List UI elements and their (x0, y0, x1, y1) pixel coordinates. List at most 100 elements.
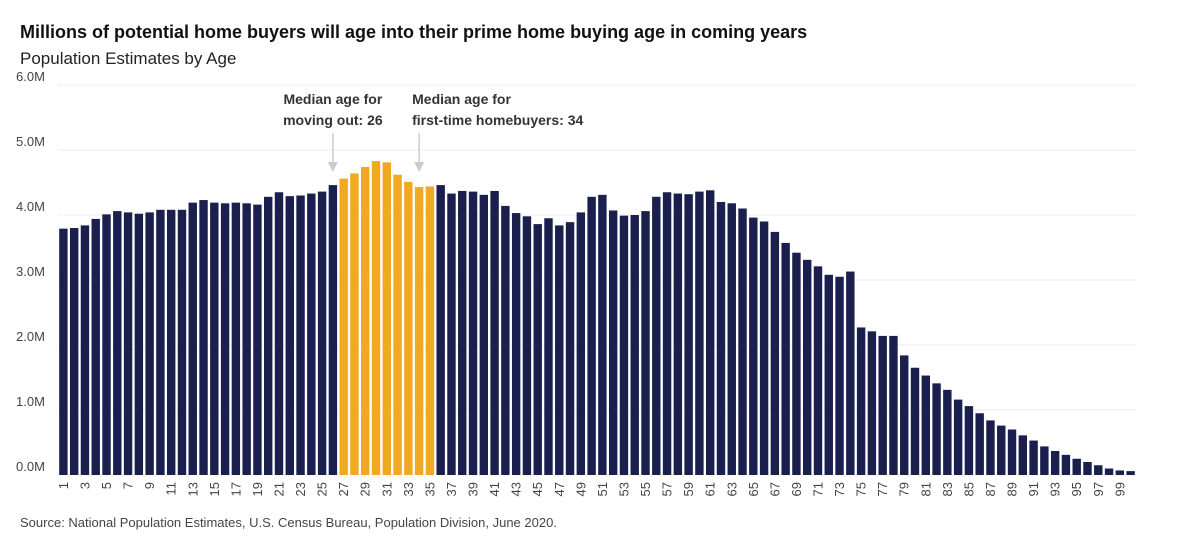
bar-age-17 (231, 202, 241, 475)
x-tick-label: 53 (616, 482, 631, 496)
bar-age-38 (458, 190, 467, 475)
x-tick-label: 21 (271, 482, 286, 496)
x-tick-label: 65 (746, 482, 761, 496)
x-tick-label: 11 (164, 482, 179, 496)
bar-age-30 (371, 161, 381, 476)
bar-age-44 (522, 216, 532, 476)
bar-age-66 (759, 221, 769, 475)
bar-age-87 (986, 420, 995, 475)
x-tick-label: 51 (595, 482, 610, 496)
x-tick-label: 81 (918, 482, 933, 496)
bar-age-95 (1072, 458, 1081, 475)
bar-age-48 (565, 222, 575, 475)
y-tick-label: 1.0M (16, 394, 45, 409)
x-tick-label: 35 (422, 482, 437, 496)
bar-age-77 (878, 335, 887, 475)
bar-age-52 (608, 210, 618, 475)
bar-age-49 (576, 212, 586, 475)
x-tick-label: 71 (810, 482, 825, 496)
bar-age-8 (134, 213, 144, 475)
x-tick-label: 45 (530, 482, 545, 496)
bar-age-14 (199, 200, 208, 476)
x-tick-label: 29 (358, 482, 373, 496)
bar-age-80 (910, 367, 920, 475)
bar-age-11 (166, 209, 176, 476)
x-tick-label: 95 (1069, 482, 1084, 496)
bar-age-9 (145, 212, 154, 475)
source-note: Source: National Population Estimates, U… (20, 515, 557, 530)
bar-age-62 (716, 202, 726, 475)
bar-age-33 (404, 181, 413, 475)
bar-age-71 (813, 266, 823, 475)
x-tick-label: 27 (336, 482, 351, 496)
bar-age-94 (1061, 454, 1071, 475)
x-tick-label: 17 (228, 482, 243, 496)
x-tick-label: 33 (401, 482, 416, 496)
x-tick-label: 49 (573, 482, 588, 496)
bar-age-25 (317, 191, 327, 475)
bar-age-28 (350, 173, 359, 475)
bar-age-5 (102, 214, 111, 475)
x-tick-label: 87 (983, 482, 998, 496)
bar-age-78 (889, 335, 898, 475)
bar-age-65 (749, 217, 758, 475)
x-tick-label: 85 (961, 482, 976, 496)
bar-age-75 (856, 327, 866, 475)
bar-age-96 (1083, 462, 1092, 475)
x-axis-ticks: 1 3 5 7 9 11 13 15 17 19 21 23 25 27 29 31 33 35 37 39 41 43 4… (56, 482, 1127, 496)
bar-age-10 (156, 209, 165, 476)
y-tick-label: 0.0M (16, 459, 45, 474)
bar-age-88 (997, 425, 1006, 475)
bar-age-18 (242, 203, 251, 476)
annotation-arrowhead (327, 162, 338, 172)
x-tick-label: 83 (940, 482, 955, 496)
bar-age-16 (220, 203, 230, 476)
bar-age-92 (1040, 446, 1049, 475)
x-tick-label: 3 (77, 482, 92, 489)
bar-age-34 (414, 187, 424, 476)
x-tick-label: 77 (875, 482, 890, 496)
x-tick-label: 67 (767, 482, 782, 496)
bar-age-79 (900, 355, 909, 475)
x-tick-label: 99 (1112, 482, 1127, 496)
x-tick-label: 79 (897, 482, 912, 496)
bar-age-54 (630, 215, 639, 475)
x-tick-label: 41 (487, 482, 502, 496)
annotations: Median age for moving out: 26 Median age f… (283, 91, 584, 172)
bar-age-64 (738, 208, 747, 475)
y-tick-label: 4.0M (16, 199, 45, 214)
x-tick-label: 7 (121, 482, 136, 489)
bar-age-70 (803, 259, 812, 475)
x-tick-label: 23 (293, 482, 308, 496)
bar-age-59 (684, 194, 693, 475)
x-tick-label: 57 (660, 482, 675, 496)
bar-age-76 (867, 331, 877, 475)
bar-age-12 (177, 209, 187, 476)
bar-age-69 (792, 252, 801, 475)
x-tick-label: 37 (444, 482, 459, 496)
x-tick-label: 93 (1048, 482, 1063, 496)
bar-age-60 (695, 191, 704, 475)
bar-age-93 (1050, 450, 1060, 475)
x-tick-label: 59 (681, 482, 696, 496)
bar-age-42 (501, 205, 510, 475)
chart-title: Millions of potential home buyers will a… (20, 22, 808, 42)
x-tick-label: 5 (99, 482, 114, 489)
bar-age-32 (393, 174, 402, 475)
x-tick-label: 39 (466, 482, 481, 496)
y-axis-ticks: 0.0M 1.0M 2.0M 3.0M 4.0M 5.0M 6.0M (16, 69, 45, 474)
bar-age-84 (953, 399, 963, 475)
x-tick-label: 25 (315, 482, 330, 496)
bar-age-67 (770, 231, 780, 475)
x-tick-label: 55 (638, 482, 653, 496)
bar-age-41 (490, 190, 499, 475)
bars (59, 161, 1135, 476)
bar-age-83 (943, 389, 952, 475)
bar-age-23 (296, 195, 305, 475)
x-tick-label: 19 (250, 482, 265, 496)
bar-age-2 (69, 228, 79, 475)
annotation-label: Median age for (412, 91, 511, 107)
bar-age-35 (425, 186, 435, 475)
chart-subtitle: Population Estimates by Age (20, 49, 237, 68)
